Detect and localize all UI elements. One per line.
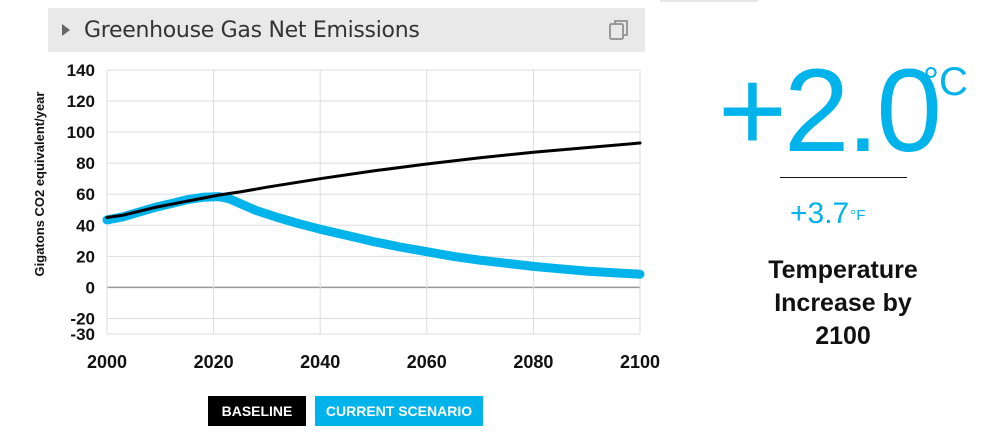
emissions-chart: 140 120 100 80 60 40 20 0 -20-30 2000 2020 2040 2060… [32,61,660,372]
copy-icon[interactable] [607,18,631,42]
legend-current-scenario-button[interactable]: CURRENT SCENARIO [315,396,483,426]
y-tick-label: 60 [76,185,95,204]
series-lines [102,141,645,279]
panel-title: Greenhouse Gas Net Emissions [84,17,420,43]
chart-panel-header[interactable]: Greenhouse Gas Net Emissions [48,8,645,52]
grid-lines [106,69,641,335]
y-tick-label: -20 [70,309,95,328]
x-tick-label: 2100 [620,352,660,372]
caption-line-2: Increase by [774,289,912,317]
temperature-fahrenheit: +3.7°F [790,196,865,232]
x-tick-label: 2040 [300,352,340,372]
baseline-series-line [105,141,642,219]
temperature-caption: Temperature Increase by 2100 [748,254,938,353]
celsius-unit: °C [923,60,968,104]
temperature-celsius-value: +2.0 [718,45,942,177]
temperature-fahrenheit-value: +3.7 [790,197,850,230]
current-scenario-series-line [102,192,645,279]
legend-baseline-button[interactable]: BASELINE [208,396,306,426]
caret-right-icon[interactable] [62,24,70,36]
y-tick-label: 40 [76,216,95,235]
caption-line-1: Temperature [768,256,918,284]
y-tick-label: 120 [67,92,95,111]
y-tick-label: 100 [67,123,95,142]
fahrenheit-unit: °F [850,207,866,224]
y-tick-label: 0 [86,278,95,297]
y-tick-label: 140 [67,61,95,80]
y-tick-label: 20 [76,247,95,266]
y-tick-label: -30 [70,325,95,344]
top-divider-line [660,0,758,2]
y-axis-label: Gigatons CO2 equivalent/year [32,92,47,277]
x-tick-label: 2060 [407,352,447,372]
temperature-divider [780,177,907,178]
x-tick-label: 2020 [194,352,234,372]
x-tick-label: 2080 [513,352,553,372]
caption-line-3: 2100 [815,322,871,350]
x-tick-label: 2000 [87,352,127,372]
y-tick-label: 80 [76,154,95,173]
axis-labels: 140 120 100 80 60 40 20 0 -20-30 2000 2020 2040 2060… [67,61,660,372]
